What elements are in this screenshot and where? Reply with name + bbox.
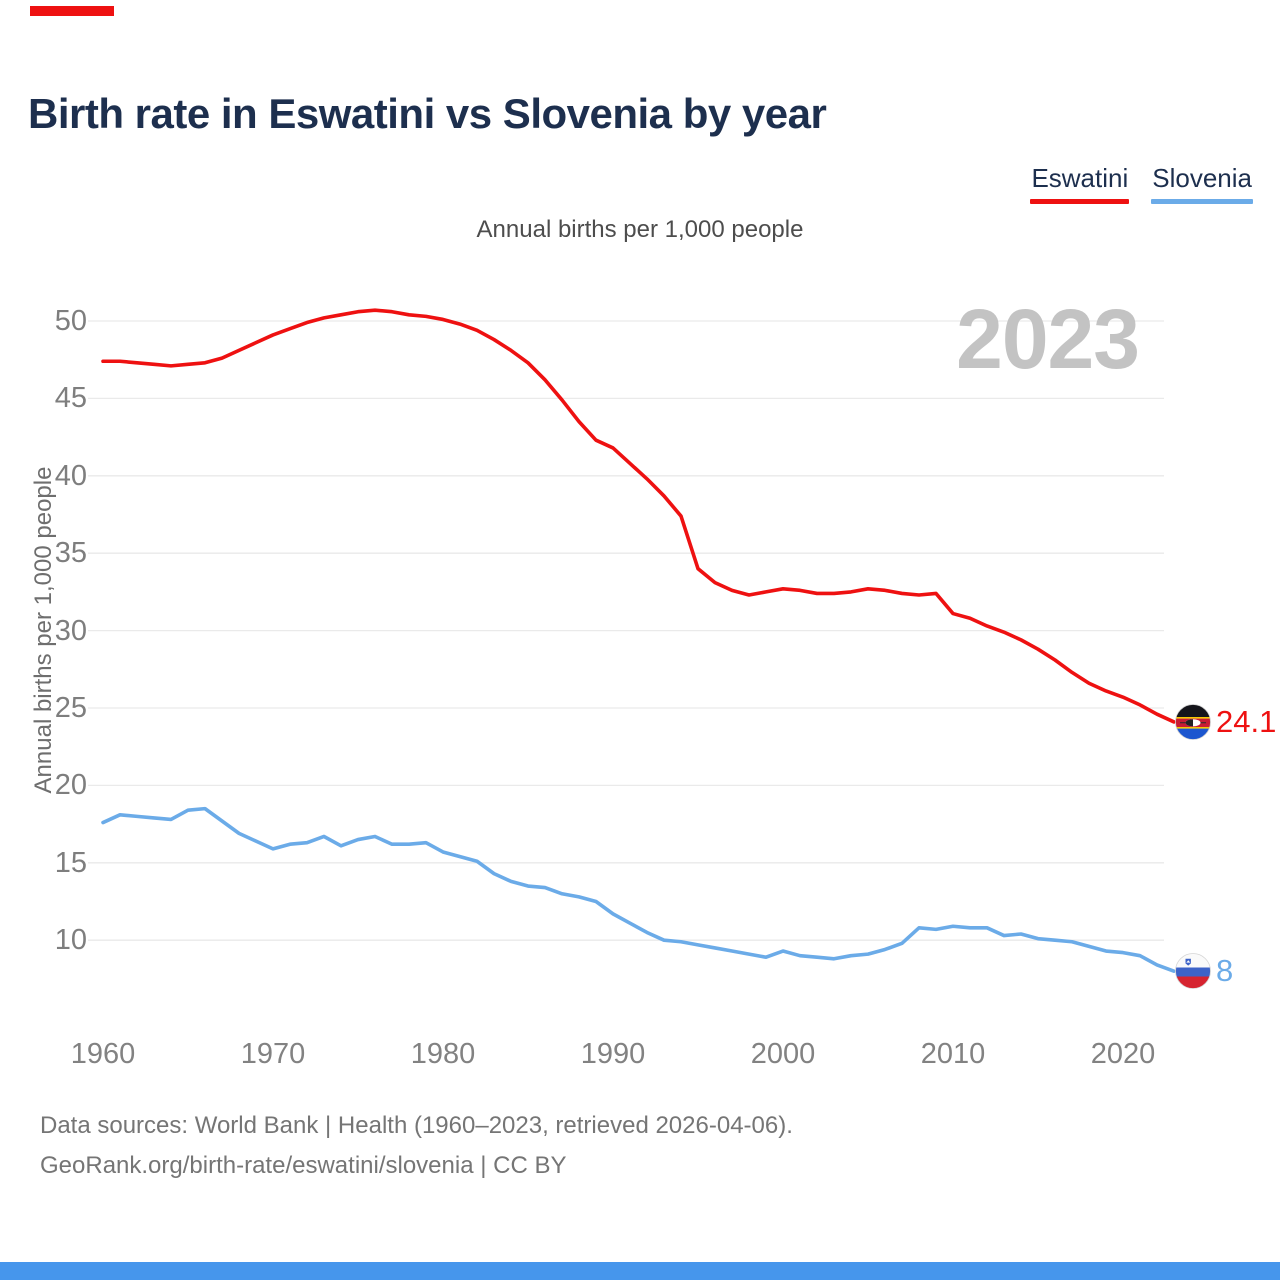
legend-item-eswatini[interactable]: Eswatini <box>1030 163 1130 204</box>
y-tick-label: 20 <box>54 769 87 802</box>
series-line-eswatini <box>101 308 1176 724</box>
x-tick-label: 2000 <box>750 1038 816 1070</box>
x-tick-label: 1980 <box>410 1038 476 1070</box>
end-value-label-slovenia: 8 <box>1216 953 1234 989</box>
y-tick-label: 10 <box>54 924 87 957</box>
chart-subtitle: Annual births per 1,000 people <box>476 216 804 243</box>
y-tick-label: 50 <box>54 305 87 337</box>
brand-top-bar <box>30 6 114 16</box>
watermark-year: 2023 <box>956 292 1140 386</box>
legend-item-slovenia[interactable]: Slovenia <box>1151 163 1253 204</box>
page-title: Birth rate in Eswatini vs Slovenia by ye… <box>28 90 827 137</box>
eswatini-flag-icon <box>1175 704 1211 740</box>
x-tick-label: 1960 <box>70 1038 136 1070</box>
legend-label-eswatini: Eswatini <box>1031 163 1129 193</box>
x-tick-label: 2020 <box>1090 1038 1156 1070</box>
series-line-slovenia <box>101 806 1176 973</box>
slovenia-flag-icon <box>1175 953 1211 990</box>
y-tick-label: 25 <box>54 692 87 724</box>
footer-data-sources: Data sources: World Bank | Health (1960–… <box>40 1112 793 1139</box>
x-tick-label: 1970 <box>240 1038 306 1070</box>
end-value-label-eswatini: 24.1 <box>1216 703 1277 739</box>
x-tick-label: 1990 <box>580 1038 646 1070</box>
x-tick-label: 2010 <box>920 1038 986 1070</box>
gridlines <box>88 320 1164 941</box>
series-lines <box>101 308 1176 973</box>
brand-bottom-bar <box>0 1262 1280 1280</box>
y-tick-label: 45 <box>54 382 87 415</box>
footer-attribution: GeoRank.org/birth-rate/eswatini/slovenia… <box>40 1152 567 1179</box>
legend-label-slovenia: Slovenia <box>1152 163 1252 193</box>
footer: Data sources: World Bank | Health (1960–… <box>40 1106 793 1186</box>
legend: Eswatini Slovenia <box>1030 163 1253 204</box>
legend-underline-eswatini <box>1030 199 1130 204</box>
y-tick-label: 40 <box>54 459 87 492</box>
y-tick-label: 35 <box>54 537 87 570</box>
legend-underline-slovenia <box>1151 199 1253 204</box>
y-tick-label: 15 <box>54 846 87 879</box>
y-tick-label: 30 <box>54 614 87 647</box>
